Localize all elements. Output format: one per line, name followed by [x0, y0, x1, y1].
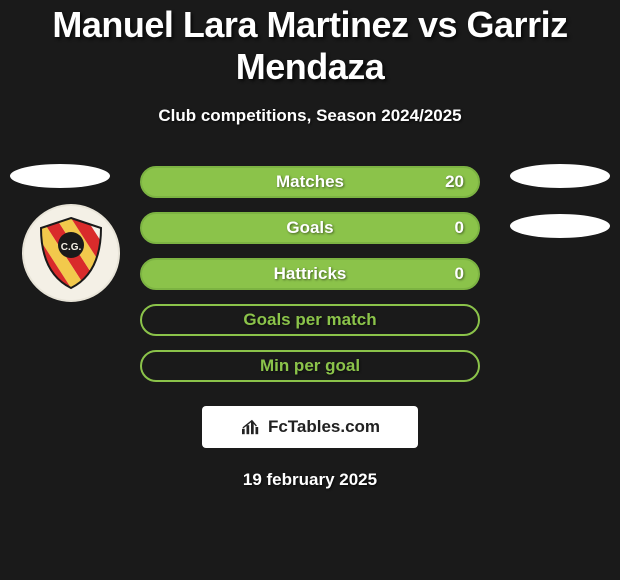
stat-label: Matches	[276, 172, 344, 192]
stat-value: 0	[455, 264, 464, 284]
svg-text:C.G.: C.G.	[61, 242, 82, 253]
stat-label: Hattricks	[274, 264, 347, 284]
infographic-container: Manuel Lara Martinez vs Garriz Mendaza C…	[0, 0, 620, 490]
stat-bar-goals-per-match: Goals per match	[140, 304, 480, 336]
stat-label: Goals per match	[243, 310, 376, 330]
stat-bars: Matches 20 Goals 0 Hattricks 0 Goals per…	[140, 166, 480, 382]
placeholder-ellipse-left-1	[10, 164, 110, 188]
bar-chart-icon	[240, 418, 262, 436]
stats-area: C.G. Matches 20 Goals 0 Hattricks 0 Goal…	[0, 166, 620, 490]
stat-value: 0	[455, 218, 464, 238]
stat-bar-matches: Matches 20	[140, 166, 480, 198]
stat-label: Min per goal	[260, 356, 360, 376]
placeholder-ellipse-right-2	[510, 214, 610, 238]
date-label: 19 february 2025	[0, 470, 620, 490]
fctables-watermark: FcTables.com	[202, 406, 418, 448]
stat-label: Goals	[286, 218, 333, 238]
club-badge: C.G.	[22, 204, 120, 302]
stat-bar-goals: Goals 0	[140, 212, 480, 244]
fctables-label: FcTables.com	[268, 417, 380, 437]
stat-bar-hattricks: Hattricks 0	[140, 258, 480, 290]
subtitle: Club competitions, Season 2024/2025	[0, 106, 620, 126]
page-title: Manuel Lara Martinez vs Garriz Mendaza	[0, 4, 620, 88]
club-badge-icon: C.G.	[31, 213, 111, 293]
placeholder-ellipse-right-1	[510, 164, 610, 188]
stat-bar-min-per-goal: Min per goal	[140, 350, 480, 382]
stat-value: 20	[445, 172, 464, 192]
